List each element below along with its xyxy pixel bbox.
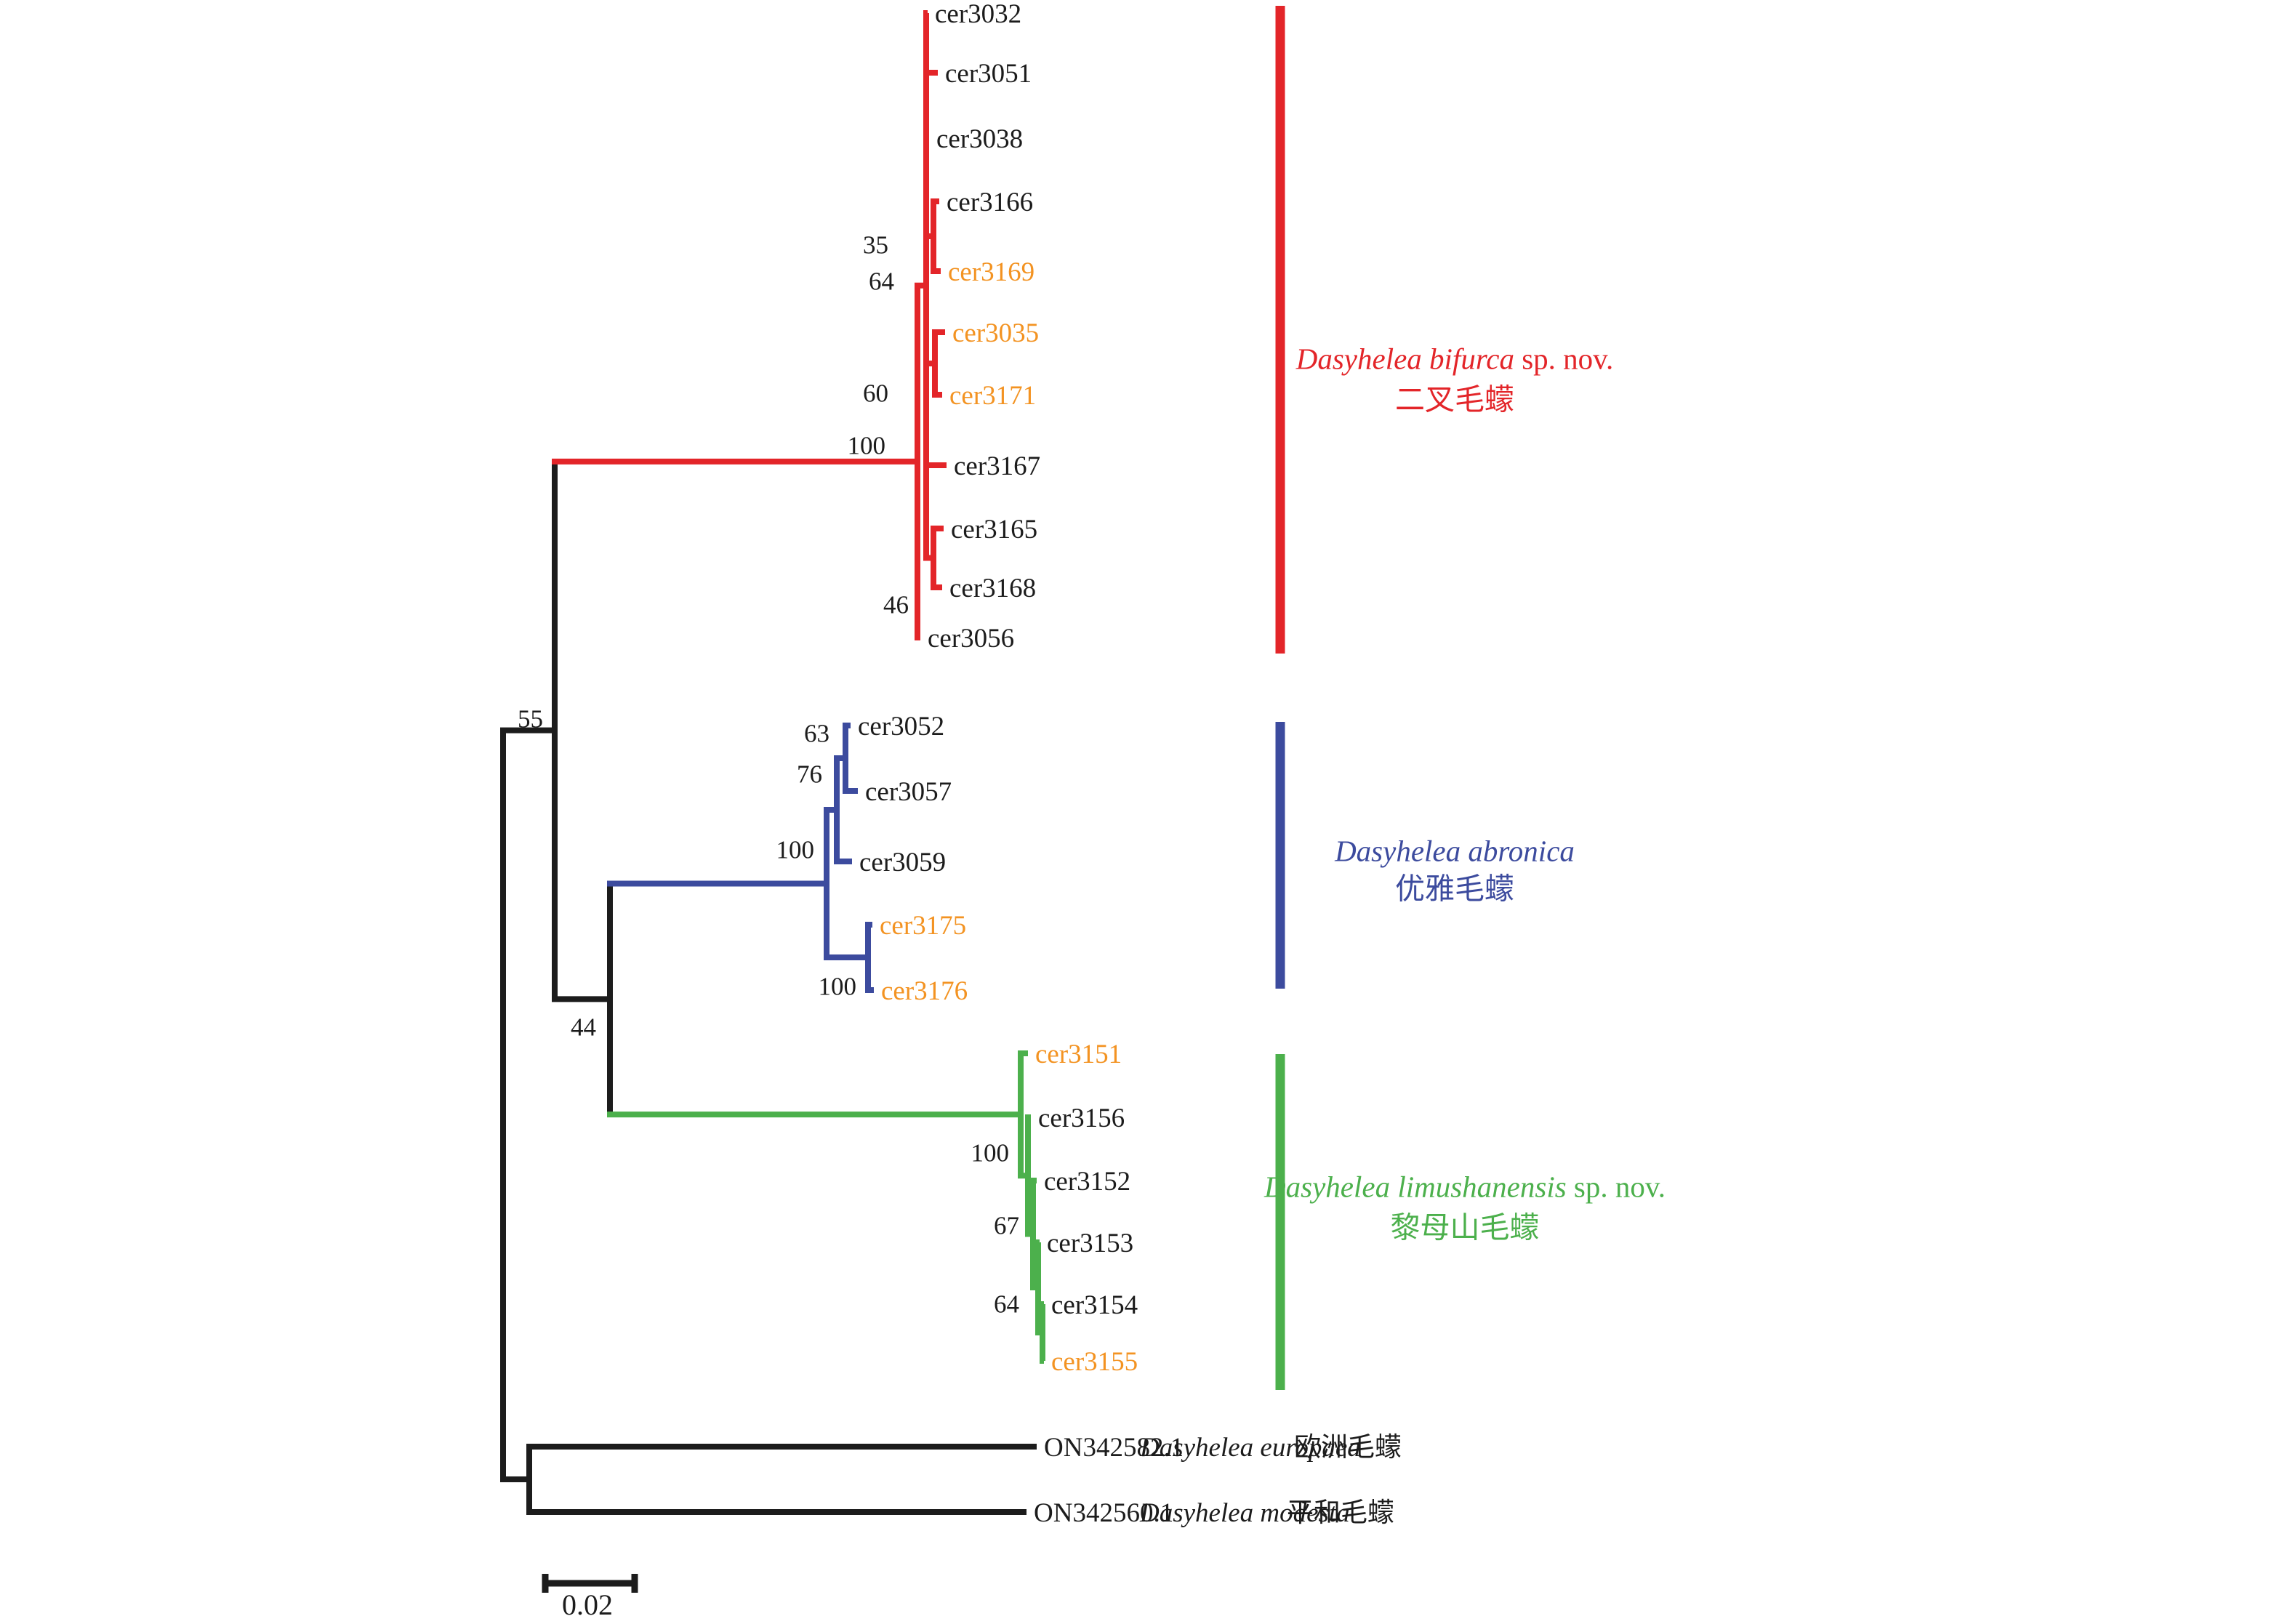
tip-cer3167-label: cer3167 <box>954 451 1040 481</box>
tip-cer3051-label: cer3051 <box>945 59 1032 89</box>
node-46-bootstrap-value: 46 <box>883 590 909 619</box>
node-64-bootstrap-value: 64 <box>869 267 894 295</box>
node-60-bootstrap-value: 60 <box>863 379 888 407</box>
clade-bifurca-root-bootstrap-value: 100 <box>848 431 886 459</box>
clade-name-cn-abronica: 优雅毛蠓 <box>1395 872 1514 905</box>
node-100-blue-bootstrap-value: 100 <box>819 972 857 1000</box>
node-55-bootstrap-value: 55 <box>518 704 543 733</box>
tip-cer3155-label: cer3155 <box>1051 1347 1138 1377</box>
tip-ON342582-label: ON342582.1 <box>1044 1433 1184 1463</box>
tip-ON342582-extra-label-0: Dasyhelea europaea <box>1139 1433 1361 1463</box>
tip-cer3171-label: cer3171 <box>949 381 1036 411</box>
scale-bar-label: 0.02 <box>562 1588 613 1621</box>
tip-cer3165-label: cer3165 <box>951 515 1037 544</box>
tip-ON342582-extra-label-1: 欧洲毛蠓 <box>1294 1433 1402 1463</box>
tip-cer3059-label: cer3059 <box>859 848 946 877</box>
tip-cer3056-label: cer3056 <box>928 624 1014 654</box>
tip-ON342560-extra-label-0: Dasyhelea modesta <box>1139 1498 1350 1528</box>
clade-limushanensis-root-bootstrap-value: 100 <box>971 1138 1010 1167</box>
clade-name-limushanensis: Dasyhelea limushanensis sp. nov. <box>1263 1170 1666 1203</box>
tip-cer3035-label: cer3035 <box>952 318 1039 348</box>
tip-cer3175-label: cer3175 <box>880 911 966 941</box>
tip-cer3032-label: cer3032 <box>935 0 1021 29</box>
tip-cer3038-label: cer3038 <box>936 124 1023 154</box>
tip-cer3057-label: cer3057 <box>865 777 952 807</box>
clade-name-abronica: Dasyhelea abronica <box>1334 834 1575 867</box>
clade-name-cn-limushanensis: 黎母山毛蠓 <box>1391 1210 1540 1244</box>
tip-cer3168-label: cer3168 <box>949 574 1036 603</box>
clade-name-bifurca: Dasyhelea bifurca sp. nov. <box>1295 342 1614 375</box>
tip-cer3169-label: cer3169 <box>948 257 1034 287</box>
tip-ON342560-label: ON342560.1 <box>1034 1498 1173 1528</box>
tip-cer3152-label: cer3152 <box>1044 1167 1130 1197</box>
tip-cer3176-label: cer3176 <box>881 976 968 1006</box>
tip-cer3166-label: cer3166 <box>947 188 1033 217</box>
tip-cer3154-label: cer3154 <box>1051 1290 1138 1320</box>
node-44-bootstrap-value: 44 <box>571 1013 596 1041</box>
clade-name-cn-bifurca: 二叉毛蠓 <box>1395 382 1514 416</box>
tip-cer3153-label: cer3153 <box>1047 1229 1133 1258</box>
node-63-bootstrap-value: 63 <box>804 719 829 747</box>
clade-abronica-root-bootstrap-value: 100 <box>776 835 815 864</box>
node-67-bootstrap-value: 67 <box>994 1211 1019 1239</box>
node-green-64-bootstrap-value: 64 <box>994 1290 1019 1318</box>
tip-cer3156-label: cer3156 <box>1038 1104 1125 1133</box>
node-76-bootstrap-value: 76 <box>797 760 822 788</box>
node-35-bootstrap-value: 35 <box>863 230 888 259</box>
tip-cer3151-label: cer3151 <box>1035 1040 1122 1069</box>
tip-ON342560-extra-label-1: 平和毛蠓 <box>1287 1498 1394 1528</box>
tip-cer3052-label: cer3052 <box>858 712 944 741</box>
